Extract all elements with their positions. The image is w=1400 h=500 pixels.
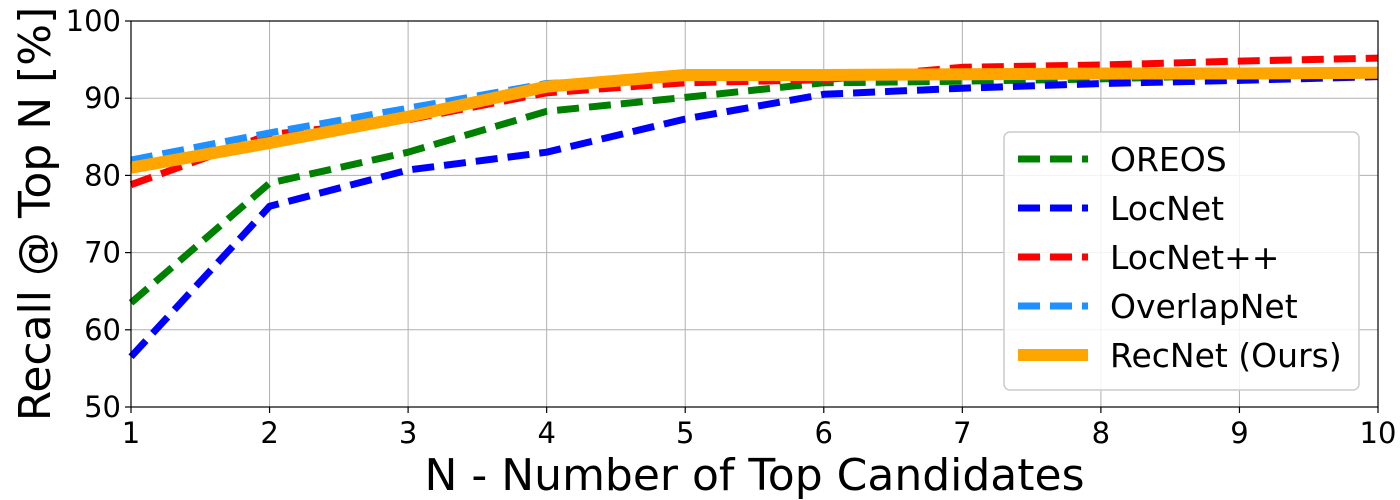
y-tick-label: 50 (84, 390, 121, 424)
x-tick-label: 8 (1092, 416, 1110, 450)
x-tick-label: 6 (815, 416, 833, 450)
y-tick-label: 70 (84, 236, 121, 270)
y-axis-title: Recall @ Top N [%] (10, 7, 61, 422)
series-lines (128, 54, 1379, 360)
x-tick-label: 3 (399, 416, 417, 450)
series-line-3 (130, 71, 1379, 164)
x-tick-label: 2 (260, 416, 278, 450)
x-tick-label: 5 (676, 416, 694, 450)
y-tick-label: 80 (84, 158, 121, 192)
x-tick-label: 7 (953, 416, 971, 450)
x-tick-label: 1 (122, 416, 140, 450)
y-tick-label: 90 (84, 81, 121, 115)
legend-label-3: OverlapNet (1110, 287, 1298, 326)
legend-label-1: LocNet (1110, 189, 1224, 228)
legend-box (1003, 131, 1360, 391)
legend-label-0: OREOS (1110, 140, 1227, 179)
tick-labels: 1 2 3 4 5 6 7 8 9 10 50 60 70 80 90 100 (66, 4, 1397, 450)
series-line-1 (128, 73, 1379, 360)
legend: OREOS LocNet LocNet++ OverlapNet RecNet (Our… (1003, 131, 1360, 391)
x-tick-label: 9 (1230, 416, 1248, 450)
x-tick-label: 10 (1360, 416, 1397, 450)
legend-label-2: LocNet++ (1110, 238, 1279, 277)
x-axis-title: N - Number of Top Candidates (425, 450, 1085, 500)
y-tick-label: 60 (84, 313, 121, 347)
x-tick-label: 4 (537, 416, 555, 450)
plot-frame (130, 20, 1379, 408)
y-tick-label: 100 (66, 4, 121, 38)
legend-label-4: RecNet (Ours) (1110, 336, 1342, 375)
series-line-4 (129, 66, 1379, 174)
